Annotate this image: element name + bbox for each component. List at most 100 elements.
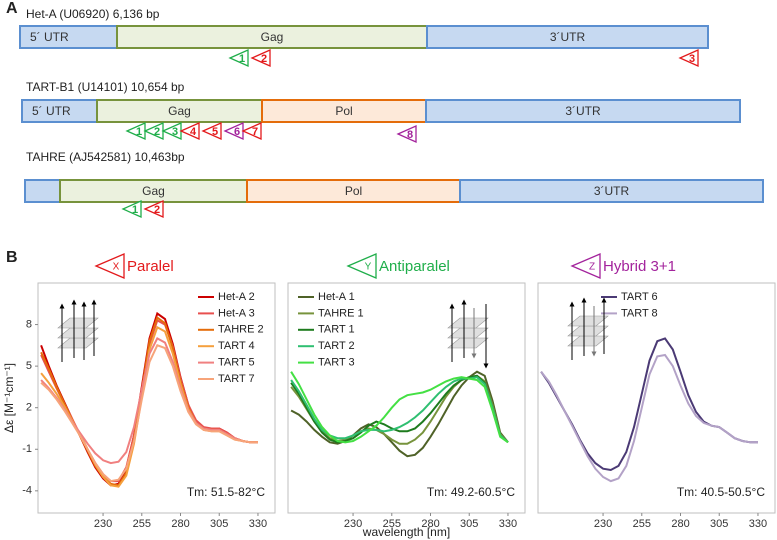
x-tick-label: 330: [249, 518, 267, 530]
series-line: [290, 374, 509, 444]
region: [426, 25, 709, 49]
legend-label: TART 6: [621, 291, 658, 303]
panel-b: B X Paralel Y Antiparalel Z Hybrid 3+1: [6, 249, 676, 279]
site-marker: [228, 48, 249, 68]
x-tick-label: 255: [383, 518, 401, 530]
plot-frame: [37, 282, 276, 514]
site-label: 1: [239, 53, 245, 65]
region-label: Gag: [168, 104, 191, 118]
quadruplex-icon: [567, 297, 609, 360]
legend-label: TART 5: [218, 357, 255, 369]
region: [425, 99, 741, 123]
site-label: 8: [407, 129, 413, 141]
x-tick-label: 305: [460, 518, 478, 530]
legend-label: TART 7: [218, 373, 255, 385]
element-title: TAHRE (AJ542581) 10,463bp: [26, 150, 185, 164]
site-label: 1: [132, 204, 138, 216]
region: [24, 179, 61, 203]
annotation: Tm: 49.2-60.5°C: [427, 485, 516, 499]
region-label: 3´UTR: [550, 30, 586, 44]
series-line: [40, 337, 258, 465]
x-tick-label: 305: [210, 518, 228, 530]
y-tick-label: 5: [26, 360, 32, 372]
site-marker: [121, 199, 142, 219]
site-label: 6: [234, 126, 240, 138]
x-tick-label: 230: [344, 518, 362, 530]
site-marker: [241, 121, 262, 141]
element-title: Het-A (U06920) 6,136 bp: [26, 7, 160, 21]
header-symbol-label: Y: [365, 262, 372, 273]
quadruplex-icon: [57, 299, 99, 362]
plots: 230 255 280 305 330 8 5 2 -1 -4 Het-A 2 Het-A 3 TAHR…: [2, 282, 776, 539]
site-label: 2: [154, 126, 160, 138]
series-line: [40, 344, 258, 483]
legend-label: Het-A 1: [318, 291, 355, 303]
site-label: 2: [154, 204, 160, 216]
x-tick-label: 305: [710, 518, 728, 530]
site-marker: [396, 124, 417, 144]
panel-label: B: [6, 249, 18, 266]
site-label: 3: [172, 126, 178, 138]
series-line: [290, 371, 509, 444]
site-label: 2: [261, 53, 267, 65]
x-tick-label: 255: [633, 518, 651, 530]
x-tick-label: 280: [671, 518, 689, 530]
site-marker: [201, 121, 222, 141]
region: [459, 179, 764, 203]
legend-label: TAHRE 1: [318, 307, 364, 319]
site-label: 5: [212, 126, 218, 138]
x-tick-label: 230: [594, 518, 612, 530]
series-line: [290, 370, 509, 458]
legend-label: TART 1: [318, 324, 355, 336]
header-symbol: [94, 253, 125, 279]
plot-frame: [537, 282, 776, 514]
panel-a: A Het-A (U06920) 6,136 bp TART-B1 (U1410…: [6, 0, 764, 219]
y-tick-label: 8: [26, 318, 32, 330]
element-title: TART-B1 (U14101) 10,654 bp: [26, 80, 185, 94]
region-label: 5´ UTR: [30, 30, 69, 44]
site-marker: [143, 199, 164, 219]
x-tick-label: 280: [421, 518, 439, 530]
site-label: 7: [252, 126, 258, 138]
region-label: Pol: [335, 104, 352, 118]
y-tick-label: -1: [22, 443, 32, 455]
header-text: Paralel: [127, 258, 174, 275]
x-tick-label: 280: [171, 518, 189, 530]
header-symbol-label: Z: [589, 262, 595, 273]
region-label: Gag: [142, 184, 165, 198]
legend-label: TART 2: [318, 340, 355, 352]
region-label: 3´UTR: [565, 104, 601, 118]
legend-label: TART 8: [621, 307, 658, 319]
annotation: Tm: 51.5-82°C: [187, 485, 265, 499]
x-tick-label: 330: [499, 518, 517, 530]
x-axis-label: wavelength [nm]: [362, 525, 450, 539]
region-label: Pol: [345, 184, 362, 198]
legend-label: Het-A 3: [218, 307, 255, 319]
region-label: 5´ UTR: [32, 104, 71, 118]
header-symbol-label: X: [113, 262, 120, 273]
legend-label: TART 4: [218, 340, 255, 352]
site-marker: [678, 48, 699, 68]
y-axis-label: Δε [M⁻¹cm⁻¹]: [2, 363, 16, 433]
legend-label: TAHRE 2: [218, 324, 264, 336]
header-symbol: [346, 253, 377, 279]
header-text: Antiparalel: [379, 258, 450, 275]
site-label: 4: [190, 126, 197, 138]
annotation: Tm: 40.5-50.5°C: [677, 485, 766, 499]
y-tick-label: 2: [26, 402, 32, 414]
x-tick-label: 230: [94, 518, 112, 530]
panel-label: A: [6, 0, 18, 17]
region-label: 3´UTR: [594, 184, 630, 198]
series-line: [540, 353, 758, 483]
site-marker: [250, 48, 271, 68]
quadruplex-icon: [447, 299, 489, 369]
site-label: 3: [689, 53, 695, 65]
header-text: Hybrid 3+1: [603, 258, 676, 275]
header-symbol: [570, 253, 601, 279]
plot-frame: [287, 282, 526, 514]
site-label: 1: [136, 126, 142, 138]
series-line: [540, 337, 758, 472]
region-label: Gag: [261, 30, 284, 44]
x-tick-label: 255: [133, 518, 151, 530]
